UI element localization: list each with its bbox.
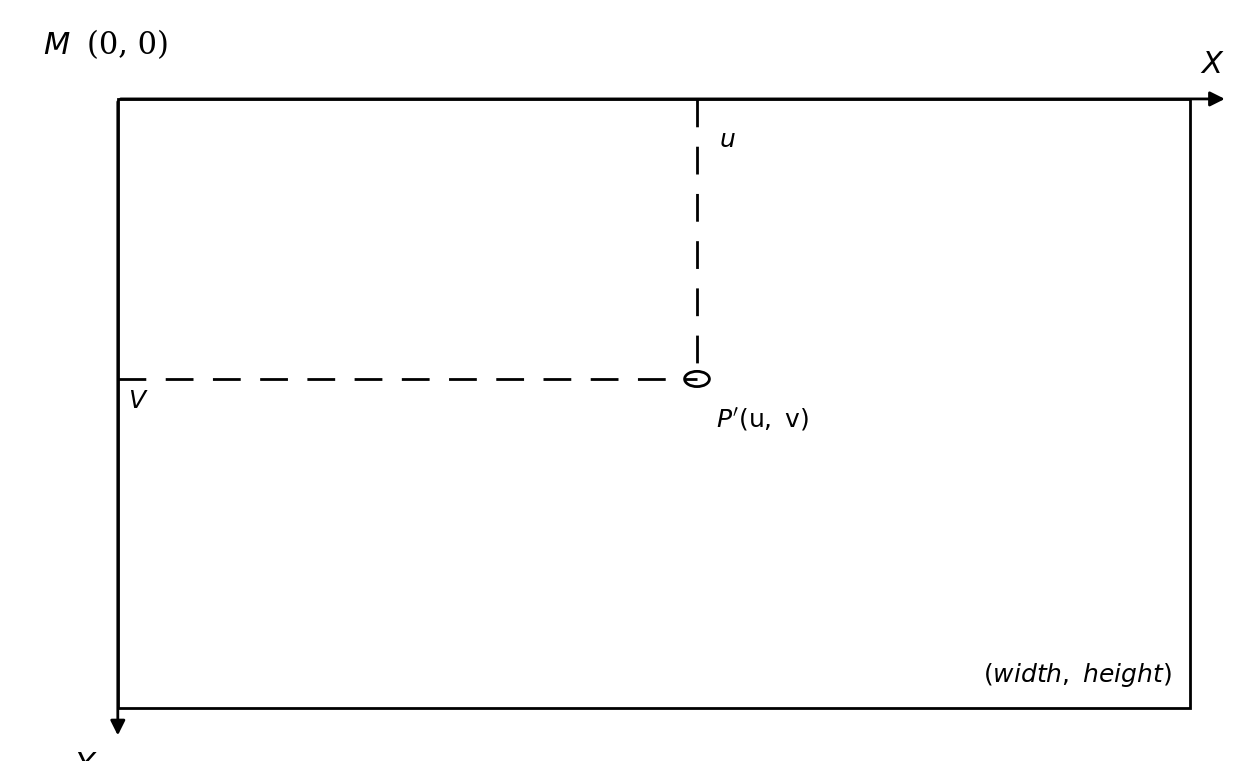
Text: (0, 0): (0, 0): [87, 30, 169, 61]
Bar: [118, 99, 1190, 708]
Text: $\mathit{(width,\ height)}$: $\mathit{(width,\ height)}$: [983, 661, 1172, 689]
Text: $\mathit{X}$: $\mathit{X}$: [1200, 49, 1225, 80]
Text: $P'$$\mathit{(}\mathrm{u,\ v}\mathit{)}$: $P'$$\mathit{(}\mathrm{u,\ v}\mathit{)}$: [715, 406, 808, 432]
Text: $\mathit{M}$: $\mathit{M}$: [43, 30, 71, 61]
Text: $\mathit{Y}$: $\mathit{Y}$: [76, 750, 98, 761]
Text: $u$: $u$: [719, 129, 737, 152]
Text: $V$: $V$: [128, 390, 149, 413]
